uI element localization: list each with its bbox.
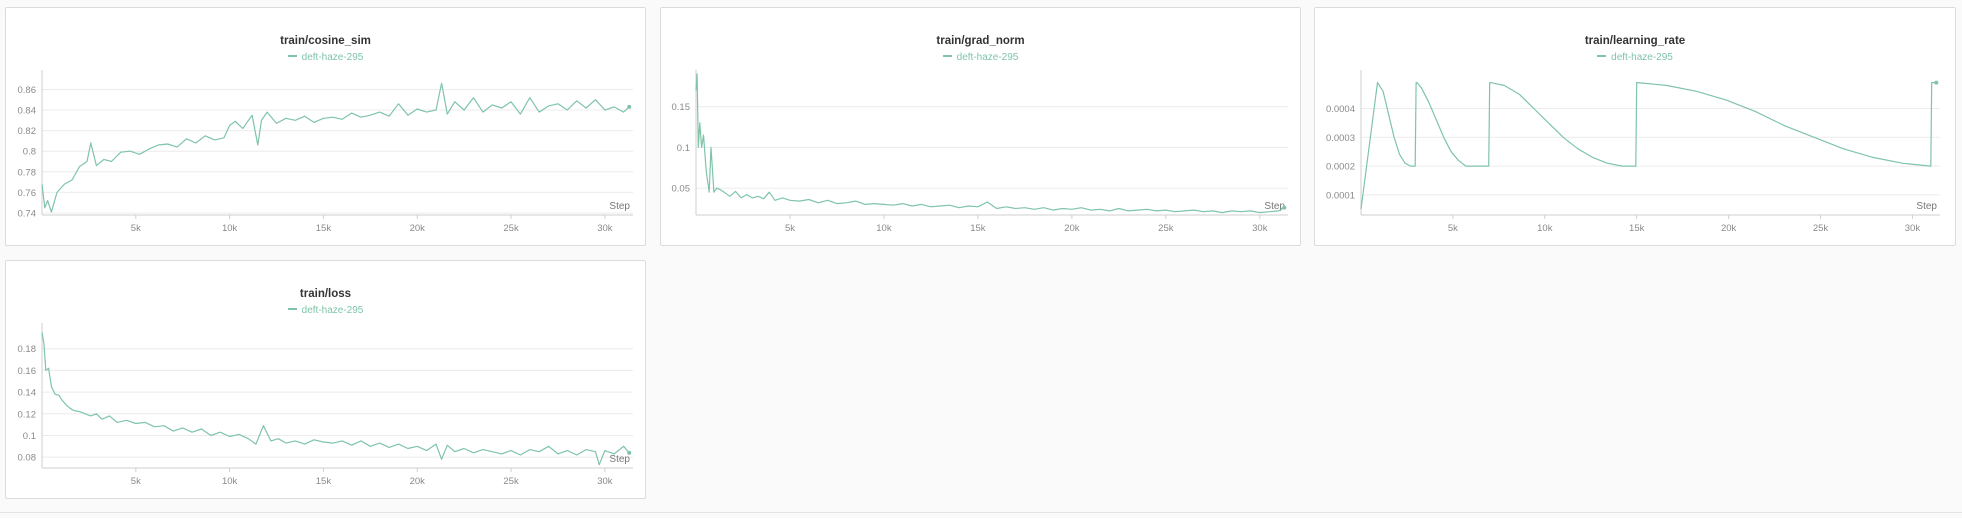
chart-title: train/loss (299, 288, 352, 300)
x-tick-label: 30k (1905, 223, 1921, 234)
legend-label: deft-haze-295 (301, 305, 364, 316)
x-axis-label: Step (609, 201, 630, 212)
y-tick-label: 0.8 (23, 147, 36, 158)
legend-label: deft-haze-295 (1611, 52, 1673, 63)
panel-cosine-sim[interactable]: train/cosine_sim deft-haze-295 0.74 0.76 0… (5, 7, 646, 246)
series-line (1360, 81, 1937, 210)
panel-grad-norm[interactable]: train/grad_norm deft-haze-295 0.05 0.1 0.1… (660, 7, 1301, 246)
legend-swatch (942, 55, 952, 58)
chart-title: train/learning_rate (1584, 35, 1686, 47)
y-tick-label: 0.78 (18, 167, 37, 178)
legend-label: deft-haze-295 (956, 52, 1019, 63)
chart-title: train/grad_norm (936, 35, 1025, 47)
chart-title: train/cosine_sim (280, 35, 371, 47)
x-tick-label: 25k (1813, 223, 1829, 234)
chart-svg[interactable]: 0.0001 0.0002 0.0003 0.0004 5k 10k 15k 20k 25k 30… (1315, 8, 1957, 247)
x-tick-label: 20k (410, 223, 426, 234)
legend-swatch (287, 308, 297, 311)
legend-swatch (1597, 55, 1607, 58)
x-tick-label: 15k (316, 223, 332, 234)
x-tick-label: 10k (222, 476, 238, 487)
x-tick-label: 20k (410, 476, 426, 487)
y-tick-label: 0.76 (18, 188, 37, 199)
x-tick-label: 25k (503, 223, 519, 234)
x-tick-label: 5k (1448, 223, 1458, 234)
y-tick-label: 0.74 (18, 208, 37, 219)
chart-svg[interactable]: 0.08 0.1 0.12 0.14 0.16 0.18 5k 10k 15k 20k 25k 30k… (6, 261, 647, 500)
x-tick-label: 25k (503, 476, 519, 487)
x-tick-label: 15k (1629, 223, 1645, 234)
chart-svg[interactable]: 0.05 0.1 0.15 5k 10k 15k 20k 25k 30k Step (661, 8, 1302, 247)
series-line (41, 82, 630, 213)
legend-swatch (287, 55, 297, 58)
series-end-marker (1282, 205, 1287, 210)
series-end-marker (1934, 80, 1939, 85)
y-tick-label: 0.1 (23, 431, 36, 442)
x-tick-label: 20k (1064, 223, 1080, 234)
page-bottom-divider (0, 512, 1962, 513)
x-tick-label: 15k (970, 223, 986, 234)
x-tick-label: 10k (222, 223, 238, 234)
series-end-marker (627, 104, 632, 109)
x-tick-label: 30k (1252, 223, 1268, 234)
chart-svg[interactable]: 0.74 0.76 0.78 0.8 0.82 0.84 0.86 5k 10k 15k 20k 25… (6, 8, 647, 247)
x-axis-label: Step (1916, 201, 1937, 212)
x-tick-label: 30k (597, 476, 613, 487)
x-tick-label: 5k (131, 476, 141, 487)
y-tick-label: 0.15 (672, 102, 691, 113)
legend[interactable]: deft-haze-295 (6, 305, 645, 316)
x-tick-label: 30k (597, 223, 613, 234)
series-end-marker (627, 450, 632, 455)
x-tick-label: 25k (1158, 223, 1174, 234)
y-tick-label: 0.08 (18, 453, 37, 464)
legend[interactable]: deft-haze-295 (661, 52, 1300, 63)
x-tick-label: 10k (876, 223, 892, 234)
x-tick-label: 15k (316, 476, 332, 487)
legend[interactable]: deft-haze-295 (6, 52, 645, 63)
y-tick-label: 0.0004 (1326, 104, 1355, 115)
x-axis-label: Step (1264, 201, 1285, 212)
y-tick-label: 0.1 (677, 143, 690, 154)
series-line (695, 73, 1285, 214)
y-tick-label: 0.0002 (1326, 162, 1355, 173)
y-tick-label: 0.0003 (1326, 133, 1355, 144)
y-tick-label: 0.84 (18, 106, 37, 117)
x-tick-label: 5k (785, 223, 795, 234)
y-tick-label: 0.14 (18, 388, 37, 399)
series-line (41, 332, 630, 466)
y-tick-label: 0.0001 (1326, 190, 1355, 201)
y-tick-label: 0.12 (18, 409, 37, 420)
y-tick-label: 0.18 (18, 344, 37, 355)
x-axis-label: Step (609, 454, 630, 465)
panel-loss[interactable]: train/loss deft-haze-295 0.08 0.1 0.12 0.14… (5, 260, 646, 499)
y-tick-label: 0.86 (18, 85, 37, 96)
x-tick-label: 10k (1537, 223, 1553, 234)
legend[interactable]: deft-haze-295 (1315, 52, 1955, 63)
x-tick-label: 20k (1721, 223, 1737, 234)
y-tick-label: 0.05 (672, 184, 691, 195)
x-tick-label: 5k (131, 223, 141, 234)
legend-label: deft-haze-295 (301, 52, 364, 63)
y-tick-label: 0.16 (18, 366, 37, 377)
y-tick-label: 0.82 (18, 126, 37, 137)
panel-learning-rate[interactable]: train/learning_rate deft-haze-295 0.0001… (1314, 7, 1956, 246)
